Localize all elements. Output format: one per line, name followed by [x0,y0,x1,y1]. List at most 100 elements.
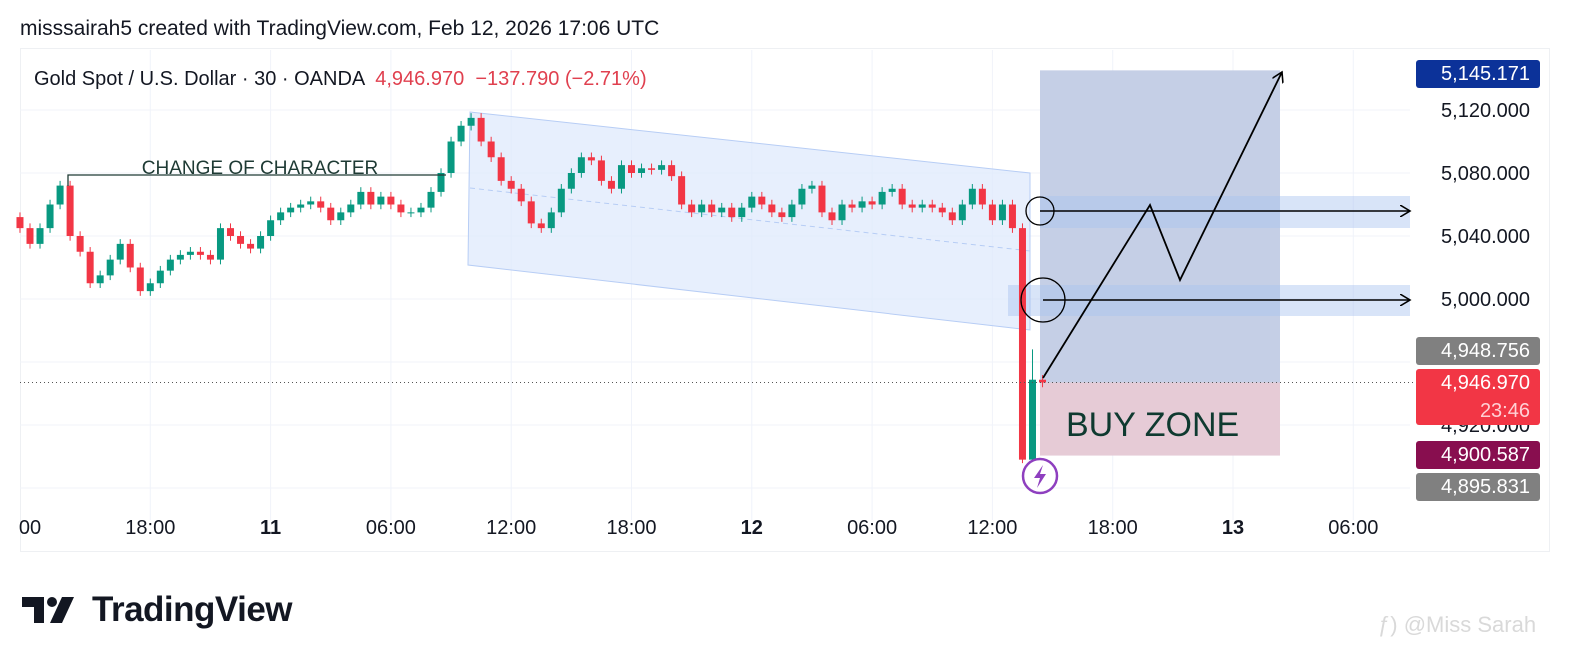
x-tick-label: 12:00 [486,517,536,539]
watermark: ƒ) @Miss Sarah [1378,612,1536,638]
x-tick-label: 00 [19,517,41,539]
x-tick-label: 12 [741,517,763,539]
candle-body [186,251,194,255]
candle-body [317,201,325,208]
candle-body [788,204,796,218]
chart-frame[interactable] [20,48,1550,552]
candle-body [607,180,615,189]
candle-body [76,236,84,252]
candle-body [267,220,275,236]
candle-body [487,141,495,158]
candle-body [447,141,455,173]
candle-body [918,204,926,208]
x-tick-label: 11 [260,517,281,539]
candle-body [537,223,545,229]
candle-body [858,201,866,208]
candle-body [577,157,585,173]
candle-body [467,117,475,126]
brand-name: TradingView [92,590,293,629]
candle-body [277,212,285,221]
candle-body [848,204,856,208]
candle-body [216,228,224,260]
candle-body [287,207,295,213]
y-tick-label: 5,120.000 [1441,100,1530,122]
candle-body [778,212,786,218]
candle-body [26,228,34,244]
candle-body [617,165,625,189]
candle-body [457,125,465,142]
lightning-glyph [1034,465,1046,488]
channel-body [467,111,1031,331]
candle-body [938,207,946,213]
tradingview-logo[interactable]: TradingView [22,590,293,630]
candle-body [116,243,124,260]
level-circle-1 [1025,196,1055,226]
candle-body [567,173,575,189]
candle-body [257,236,265,249]
candle-body [206,254,214,260]
candle-body [237,236,245,244]
candle-body [978,188,986,205]
x-tick-label: 06:00 [1328,517,1378,539]
x-tick-label: 13 [1222,517,1244,539]
candle-body [156,270,164,284]
candle-body [547,212,555,229]
candle-body [136,267,144,292]
candle-body [908,204,916,208]
candle-body [176,254,184,260]
candle-body [56,185,64,205]
choch-label: CHANGE OF CHARACTER [142,158,378,179]
candle-body [948,212,956,221]
candle-body [337,212,345,221]
candle-body [16,217,24,229]
candle-body [928,204,936,208]
x-tick-label: 18:00 [125,517,175,539]
candle-body [1018,228,1026,460]
candle-body [1029,379,1036,460]
candle-body [227,228,234,236]
candle-body [517,188,525,202]
price-axis-label: 4,895.831 [1416,473,1540,501]
candle-body [307,201,315,205]
candle-body [898,188,906,205]
candle-body [497,157,505,181]
candle-body [96,275,104,284]
tradingview-logo-icon [22,597,74,623]
candle-body [878,191,886,205]
candle-body [347,204,355,213]
candle-body [758,196,766,205]
candle-body [166,259,174,271]
candle-body [407,212,415,214]
candle-body [688,204,696,213]
price-axis-label: 5,145.171 [1416,60,1540,88]
candle-body [126,243,134,268]
x-tick-label: 18:00 [1088,517,1138,539]
candle-body [768,204,776,213]
projection-path [1042,72,1282,379]
candle-body [718,207,726,213]
candle-body [357,191,365,205]
profit-zone [1040,70,1280,383]
candle-body [587,157,595,161]
candle-body [146,283,154,292]
stop-zone [1040,382,1280,456]
candle-body [387,196,395,205]
level-band-1 [1040,196,1410,228]
candle-body [748,196,756,208]
candle-body [698,204,706,213]
candle-body [477,117,485,142]
choch-line [67,174,446,186]
candle-body [527,201,535,224]
candle-body [808,185,816,189]
candle-body [658,165,666,170]
candle-body [818,185,826,213]
x-tick-label: 06:00 [366,517,416,539]
watermark-text: @Miss Sarah [1403,612,1537,637]
symbol-name: Gold Spot / U.S. Dollar · 30 · OANDA [34,68,365,90]
candle-body [397,204,405,213]
parallel-channel [467,111,1031,331]
candle-body [427,191,435,208]
candle-body [86,251,94,284]
candle-body [628,165,635,173]
